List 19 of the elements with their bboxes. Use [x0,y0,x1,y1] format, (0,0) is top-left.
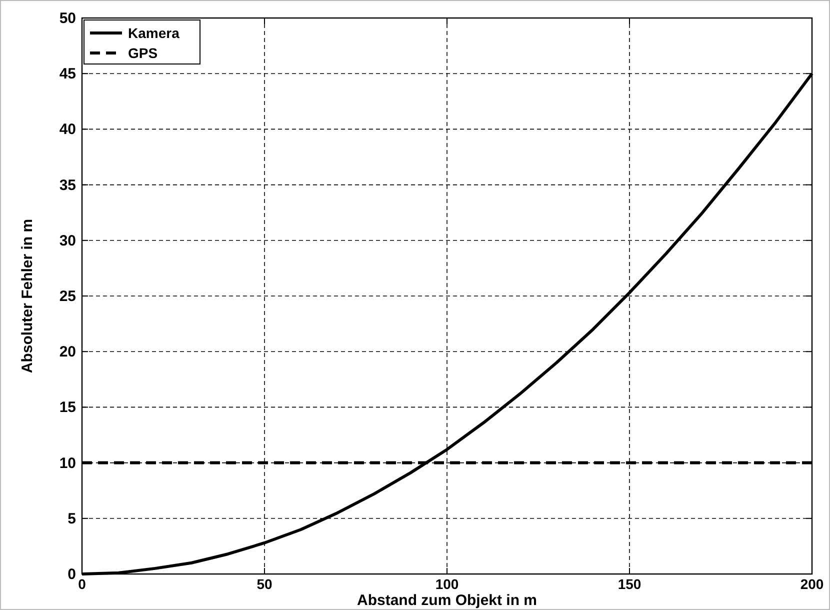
y-tick-label: 40 [59,121,76,138]
legend-label: Kamera [128,25,180,41]
y-tick-label: 20 [59,344,76,361]
y-tick-label: 35 [59,176,76,194]
y-axis-title: Absoluter Fehler in m [19,218,36,374]
y-tick-label: 25 [59,288,76,305]
x-tick-label: 100 [435,576,459,592]
x-axis-title: Abstand zum Objekt in m [356,592,538,609]
y-tick-label: 10 [59,454,76,472]
x-tick-label: 0 [78,576,86,592]
y-tick-label: 50 [59,10,76,27]
x-tick-label: 150 [618,576,642,592]
y-tick-label: 30 [59,232,76,250]
y-tick-label: 45 [59,66,76,83]
x-tick-label: 200 [800,576,824,592]
legend-label: GPS [128,45,158,61]
y-tick-label: 15 [59,399,76,416]
x-tick-label: 50 [256,576,272,592]
y-tick-label: 5 [68,510,76,528]
